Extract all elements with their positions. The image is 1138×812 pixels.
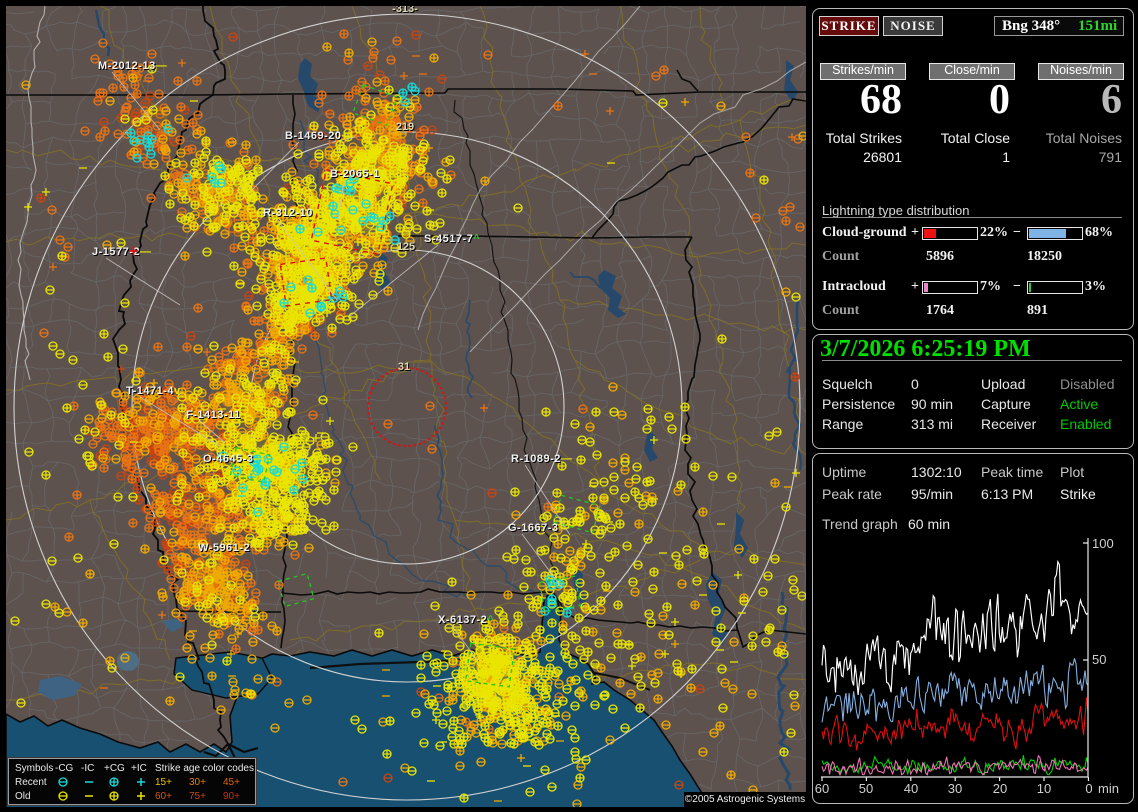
svg-text:F-1413-11: F-1413-11 — [187, 410, 242, 422]
svg-text:O-4645-3: O-4645-3 — [204, 454, 254, 466]
svg-text:F-1413-11—: F-1413-11— — [186, 409, 252, 421]
svg-text:B-2065-1: B-2065-1 — [331, 169, 381, 181]
svg-text:B-1469-20—: B-1469-20— — [285, 130, 353, 142]
svg-text:B-2065-1—: B-2065-1— — [330, 168, 391, 180]
svg-text:J-1577-2: J-1577-2 — [93, 247, 141, 259]
svg-text:G-1667-3: G-1667-3 — [509, 523, 559, 535]
svg-text:T-1471-4v: T-1471-4v — [126, 385, 181, 397]
svg-text:R-1089-2: R-1089-2 — [512, 454, 562, 466]
svg-text:W-5961-2^: W-5961-2^ — [198, 542, 257, 554]
svg-text:B-1469-20: B-1469-20 — [286, 131, 342, 143]
svg-text:125: 125 — [397, 241, 415, 253]
svg-text:31: 31 — [399, 362, 411, 374]
svg-text:W-5961-2: W-5961-2 — [199, 543, 251, 555]
svg-text:R-312-10—: R-312-10— — [263, 207, 324, 219]
svg-text:T-1471-4: T-1471-4 — [127, 386, 175, 398]
svg-text:O-4645-3—: O-4645-3— — [203, 453, 265, 465]
svg-text:S-4517-7^: S-4517-7^ — [424, 233, 480, 245]
svg-text:219: 219 — [397, 122, 415, 134]
svg-text:G-1667-3—: G-1667-3— — [508, 522, 570, 534]
svg-text:M-2012-13: M-2012-13 — [99, 61, 157, 73]
svg-text:125: 125 — [398, 242, 416, 254]
svg-text:X-6137-2^: X-6137-2^ — [438, 614, 494, 626]
svg-text:-313-: -313- — [392, 3, 418, 15]
svg-text:S-4517-7: S-4517-7 — [425, 234, 474, 246]
svg-text:31: 31 — [398, 361, 410, 373]
svg-text:-313-: -313- — [393, 4, 419, 16]
svg-text:M-2012-13—: M-2012-13— — [98, 60, 167, 72]
svg-text:X-6137-2: X-6137-2 — [439, 615, 488, 627]
svg-text:R-312-10: R-312-10 — [264, 208, 314, 220]
svg-text:R-1089-2—: R-1089-2— — [511, 453, 572, 465]
svg-text:J-1577-2—: J-1577-2— — [92, 246, 152, 258]
svg-text:219: 219 — [396, 121, 414, 133]
